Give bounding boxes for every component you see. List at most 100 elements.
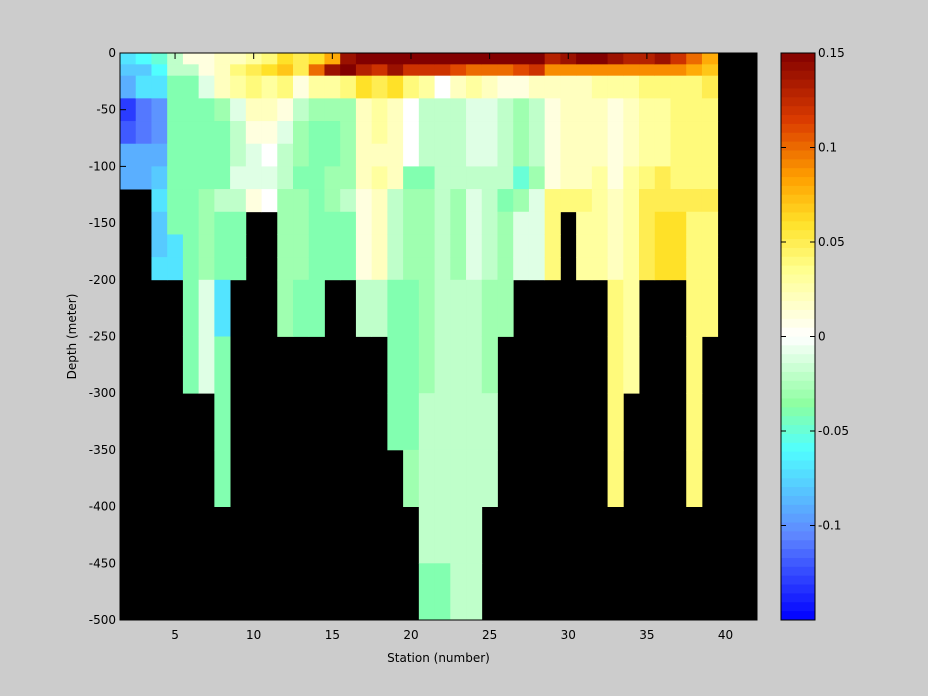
heatmap-cell <box>230 166 247 190</box>
heatmap-cell <box>167 121 184 145</box>
heatmap-cell <box>686 257 703 281</box>
heatmap-cell <box>198 211 215 235</box>
heatmap-cell <box>371 75 388 99</box>
heatmap-cell <box>497 211 514 235</box>
heatmap-cell <box>481 143 498 167</box>
heatmap-cell <box>466 449 483 507</box>
heatmap-cell <box>513 64 530 77</box>
heatmap-cell <box>324 64 341 77</box>
x-axis-label: Station (number) <box>387 651 490 665</box>
heatmap-cell <box>686 166 703 190</box>
heatmap-cell <box>261 75 278 99</box>
heatmap-cell <box>403 211 420 235</box>
heatmap-cell <box>277 75 294 99</box>
heatmap-cell <box>182 336 200 394</box>
heatmap-cell <box>167 64 184 77</box>
y-tick-label: 0 <box>108 46 116 60</box>
heatmap-cell <box>544 98 561 122</box>
heatmap-cell <box>230 234 247 258</box>
heatmap-cell <box>607 98 624 122</box>
heatmap-cell <box>418 143 435 167</box>
heatmap-cell <box>135 166 152 190</box>
heatmap-cell <box>214 98 231 122</box>
colorbar-segment <box>781 203 815 213</box>
heatmap-cell <box>481 121 498 145</box>
heatmap-cell <box>466 121 483 145</box>
heatmap-cell <box>135 64 152 77</box>
heatmap-cell <box>497 64 514 77</box>
heatmap-cell <box>277 53 294 65</box>
colorbar-segment <box>781 318 815 329</box>
heatmap-cell <box>528 64 546 77</box>
heatmap-cell <box>607 189 624 213</box>
heatmap-cell <box>418 449 435 507</box>
heatmap-cell <box>607 143 624 167</box>
heatmap-cell <box>261 166 278 190</box>
heatmap-cell <box>654 211 671 235</box>
heatmap-cell <box>135 121 152 145</box>
x-tick-label: 35 <box>639 628 654 642</box>
heatmap-cell <box>418 279 435 337</box>
heatmap-cell <box>167 75 184 99</box>
heatmap-cell <box>434 143 451 167</box>
heatmap-cell <box>198 336 215 394</box>
heatmap-cell <box>230 143 247 167</box>
heatmap-cell <box>120 166 137 190</box>
heatmap-cell <box>591 121 608 145</box>
heatmap-cell <box>214 189 231 213</box>
heatmap-cell <box>670 143 687 167</box>
heatmap-cell <box>623 53 640 65</box>
heatmap-cell <box>293 166 310 190</box>
heatmap-cell <box>277 279 294 337</box>
heatmap-cell <box>544 75 561 99</box>
heatmap-cell <box>135 75 152 99</box>
y-tick-label: -350 <box>89 443 116 457</box>
heatmap-cell <box>654 257 671 281</box>
heatmap-cell <box>214 257 231 281</box>
heatmap-cell <box>387 53 404 65</box>
heatmap-cell <box>686 393 703 451</box>
heatmap-cell <box>135 98 152 122</box>
heatmap-cell <box>355 166 373 190</box>
heatmap-cell <box>670 234 687 258</box>
colorbar-tick-label: 0 <box>818 330 826 344</box>
heatmap-cell <box>466 211 483 235</box>
heatmap-cell <box>387 98 404 122</box>
heatmap-cell <box>324 166 341 190</box>
heatmap-cell <box>513 234 530 258</box>
heatmap-cell <box>481 189 498 213</box>
heatmap-cell <box>214 121 231 145</box>
heatmap-cell <box>387 121 404 145</box>
heatmap-cell <box>497 121 514 145</box>
heatmap-cell <box>639 211 656 235</box>
colorbar-segment <box>781 97 815 107</box>
heatmap-cell <box>607 449 624 507</box>
heatmap-cell <box>450 279 467 337</box>
heatmap-cell <box>623 143 640 167</box>
heatmap-cell <box>654 53 671 65</box>
colorbar-tick-label: -0.1 <box>818 519 841 533</box>
heatmap-cell <box>182 234 200 258</box>
heatmap-cell <box>591 211 608 235</box>
heatmap-cell <box>686 53 703 65</box>
heatmap-cell <box>261 121 278 145</box>
heatmap-cell <box>277 234 294 258</box>
heatmap-cell <box>466 53 483 65</box>
heatmap-cell <box>214 393 231 451</box>
colorbar-segment <box>781 106 815 116</box>
heatmap-cell <box>576 121 593 145</box>
colorbar-segment <box>781 283 815 293</box>
heatmap-cell <box>623 121 640 145</box>
heatmap-cell <box>355 75 373 99</box>
colorbar-segment <box>781 274 815 284</box>
heatmap-cell <box>654 166 671 190</box>
y-tick-label: -200 <box>89 273 116 287</box>
heatmap-cell <box>654 75 671 99</box>
heatmap-cell <box>198 143 215 167</box>
heatmap-cell <box>261 98 278 122</box>
heatmap-cell <box>434 211 451 235</box>
heatmap-cell <box>403 336 420 394</box>
heatmap-cell <box>450 506 467 564</box>
heatmap-cell <box>513 189 530 213</box>
